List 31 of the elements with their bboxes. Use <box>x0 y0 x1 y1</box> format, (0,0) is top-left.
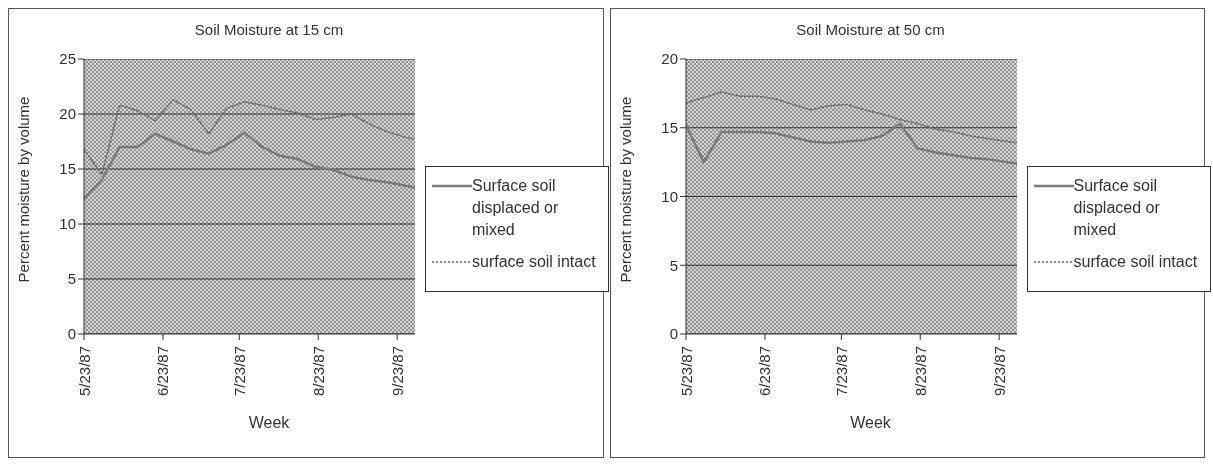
x-axis-title: Week <box>247 414 291 432</box>
chart-title: Soil Moisture at 15 cm <box>193 21 345 38</box>
y-tick-label: 20 <box>660 50 678 68</box>
chart-title: Soil Moisture at 50 cm <box>795 21 946 38</box>
legend-label: Surface soil displaced or mixed <box>1073 176 1161 240</box>
legend-label: Surface soil displaced or mixed <box>472 176 560 240</box>
y-tick-label: 0 <box>67 325 76 343</box>
x-tick-label: 9/23/87 <box>388 346 406 397</box>
y-axis-title: Percent moisture by volume <box>15 96 33 282</box>
x-tick-label: 9/23/87 <box>990 346 1008 397</box>
x-tick-label: 6/23/87 <box>755 346 773 397</box>
y-tick-label: 25 <box>59 50 76 68</box>
x-axis-title: Week <box>849 414 892 432</box>
y-tick-label: 15 <box>59 160 76 178</box>
x-tick-label: 8/23/87 <box>911 346 929 397</box>
y-tick-label: 0 <box>669 325 678 343</box>
y-axis-title: Percent moisture by volume <box>617 96 635 282</box>
x-tick-label: 7/23/87 <box>230 346 248 397</box>
y-tick-label: 5 <box>669 256 678 274</box>
legend-label: surface soil intact <box>1073 252 1198 272</box>
y-tick-label: 15 <box>660 119 678 137</box>
x-tick-label: 7/23/87 <box>832 346 850 397</box>
legend-label: surface soil intact <box>472 252 596 272</box>
y-tick-label: 10 <box>59 215 76 233</box>
y-tick-label: 5 <box>67 270 76 288</box>
y-tick-label: 20 <box>59 105 76 123</box>
y-tick-label: 10 <box>660 187 678 205</box>
x-tick-label: 6/23/87 <box>154 346 172 397</box>
x-tick-label: 5/23/87 <box>75 346 93 397</box>
x-tick-label: 5/23/87 <box>677 346 694 397</box>
x-tick-label: 8/23/87 <box>309 346 327 397</box>
